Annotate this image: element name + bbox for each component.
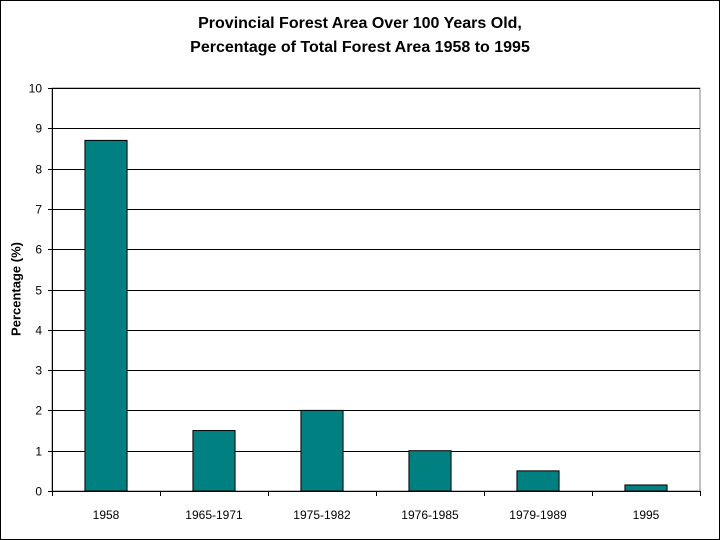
y-tick-label-7: 7 — [35, 203, 42, 217]
y-tick-label-4: 4 — [35, 324, 42, 338]
y-tick-label-9: 9 — [35, 122, 42, 136]
y-tick-label-8: 8 — [35, 163, 42, 177]
x-tick-label-1979-1989: 1979-1989 — [509, 508, 567, 522]
bar-1976-1985 — [408, 450, 452, 492]
chart-subtitle: Percentage of Total Forest Area 1958 to … — [190, 39, 530, 56]
bar-1979-1989 — [516, 470, 560, 492]
y-tick-label-5: 5 — [35, 284, 42, 298]
y-tick-label-3: 3 — [35, 364, 42, 378]
bar-1965-1971 — [192, 430, 236, 492]
plot-area — [51, 87, 701, 492]
x-tick-label-1975-1982: 1975-1982 — [293, 508, 351, 522]
x-tick-label-1995: 1995 — [633, 508, 660, 522]
y-tick-label-0: 0 — [35, 485, 42, 499]
axes — [48, 88, 701, 496]
chart-title: Provincial Forest Area Over 100 Years Ol… — [198, 15, 522, 32]
bar-1975-1982 — [300, 409, 344, 492]
bar-1995 — [624, 484, 668, 492]
y-tick-label-1: 1 — [35, 445, 42, 459]
x-tick-labels: 1958 1965-1971 1975-1982 1976-1985 1979-1989… — [93, 508, 660, 522]
y-tick-labels: 0 1 2 3 4 5 6 7 8 9 10 — [29, 82, 43, 499]
y-tick-label-2: 2 — [35, 404, 42, 418]
x-tick-label-1958: 1958 — [93, 508, 120, 522]
gridlines — [51, 87, 701, 492]
bar-1958 — [84, 139, 128, 492]
x-tick-label-1965-1971: 1965-1971 — [185, 508, 243, 522]
x-tick-label-1976-1985: 1976-1985 — [401, 508, 459, 522]
y-tick-label-10: 10 — [29, 82, 43, 96]
y-tick-label-6: 6 — [35, 243, 42, 257]
chart-title-block: Provincial Forest Area Over 100 Years Ol… — [0, 12, 720, 60]
